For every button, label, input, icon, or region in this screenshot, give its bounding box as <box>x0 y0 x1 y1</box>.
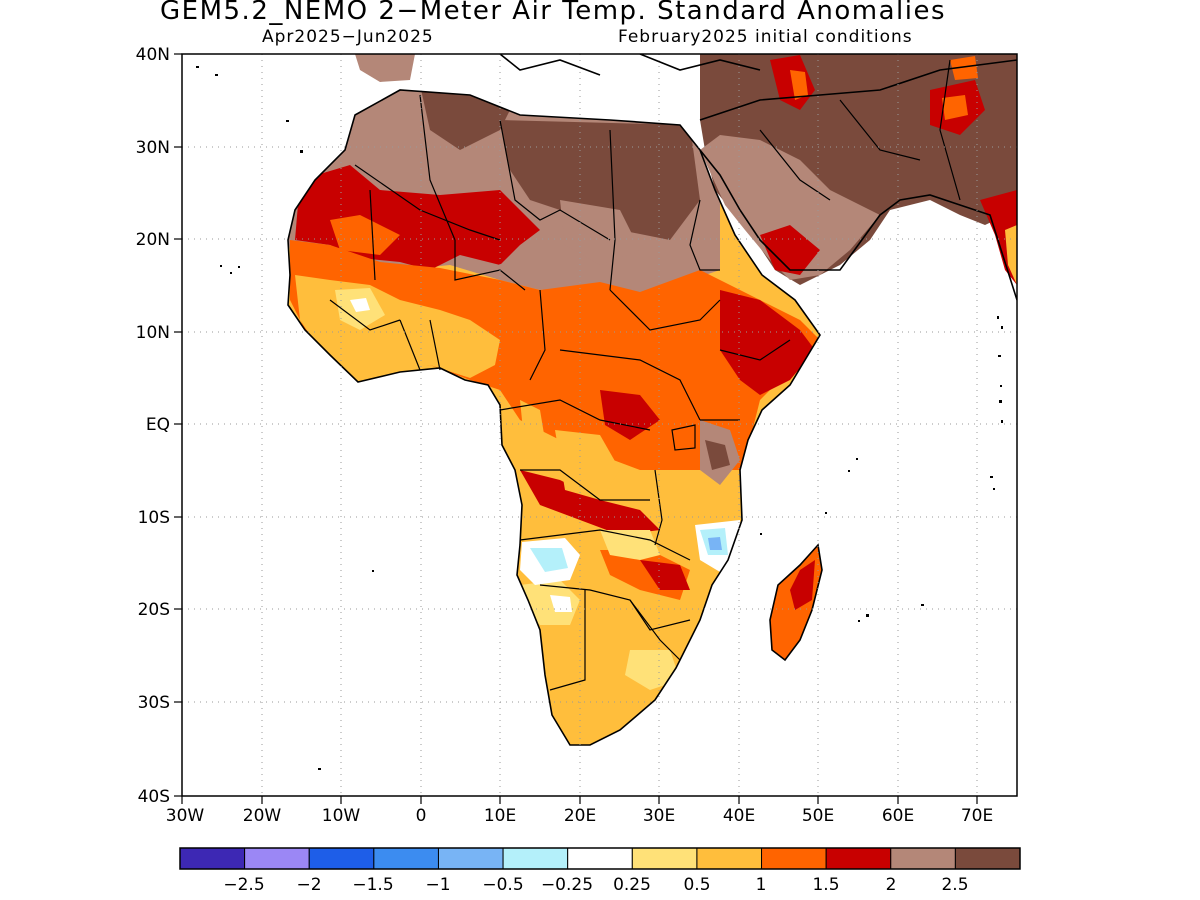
lat-label: 30N <box>136 138 170 158</box>
colorbar-swatch <box>696 847 763 870</box>
colorbar-cells <box>179 847 1021 870</box>
colorbar-swatch <box>244 847 310 870</box>
lon-ticks <box>181 796 978 804</box>
colorbar-label: 2.5 <box>941 875 968 895</box>
map-grid <box>182 54 1017 796</box>
colorbar-label: 1.5 <box>812 875 839 895</box>
lat-label: 20S <box>138 600 170 620</box>
lon-label: 40E <box>723 806 755 826</box>
colorbar-label: −1.5 <box>352 875 393 895</box>
colorbar-label: −0.25 <box>541 875 593 895</box>
lat-label: 40S <box>138 787 170 807</box>
lat-label: 10N <box>136 323 170 343</box>
colorbar-swatch <box>631 847 698 870</box>
lon-label: 10E <box>484 806 516 826</box>
colorbar-label: −0.5 <box>482 875 523 895</box>
lon-label: 20W <box>243 806 282 826</box>
lat-label: 40N <box>136 45 170 65</box>
lon-label: 0 <box>416 806 427 826</box>
colorbar-swatch <box>761 847 827 870</box>
colorbar-label: 0.25 <box>613 875 651 895</box>
country-borders <box>329 59 961 691</box>
lon-label: 30W <box>166 806 205 826</box>
map-frame <box>181 53 1018 797</box>
chart-title: GEM5.2_NEMO 2−Meter Air Temp. Standard A… <box>160 0 947 26</box>
colorbar-swatch <box>502 847 569 870</box>
small-islands <box>196 66 1003 770</box>
lon-label: 30E <box>643 806 675 826</box>
colorbar-swatch <box>437 847 504 870</box>
colorbar-swatch <box>179 847 246 870</box>
colorbar-label: −1 <box>425 875 450 895</box>
colorbar-label: 2 <box>886 875 897 895</box>
lat-label: 30S <box>138 693 170 713</box>
colorbar-swatch <box>890 847 956 870</box>
colorbar: −2.5 −2 −1.5 −1 −0.5 −0.25 0.25 0.5 1 1.… <box>179 847 1021 895</box>
colorbar-label: 0.5 <box>683 875 710 895</box>
colorbar-swatch <box>308 847 375 870</box>
map-area <box>182 54 1017 796</box>
period-subtitle: Apr2025−Jun2025 <box>262 27 434 47</box>
colorbar-swatch <box>825 847 892 870</box>
colorbar-frame <box>179 847 1021 870</box>
colorbar-label: −2.5 <box>223 875 264 895</box>
colorbar-swatch <box>954 847 1021 870</box>
colorbar-swatch <box>567 847 633 870</box>
lon-label: 10W <box>322 806 361 826</box>
middle-east-anomaly-fill <box>355 54 1017 285</box>
lat-label: 20N <box>136 230 170 250</box>
colorbar-swatch <box>373 847 439 870</box>
lon-label: 20E <box>564 806 596 826</box>
lat-label: EQ <box>146 415 170 435</box>
init-subtitle: February2025 initial conditions <box>618 27 913 47</box>
colorbar-label: 1 <box>756 875 767 895</box>
colorbar-label: −2 <box>296 875 321 895</box>
lon-label: 50E <box>802 806 834 826</box>
lon-label: 70E <box>961 806 993 826</box>
lat-ticks <box>174 53 182 797</box>
lat-label: 10S <box>138 508 170 528</box>
lon-label: 60E <box>882 806 914 826</box>
